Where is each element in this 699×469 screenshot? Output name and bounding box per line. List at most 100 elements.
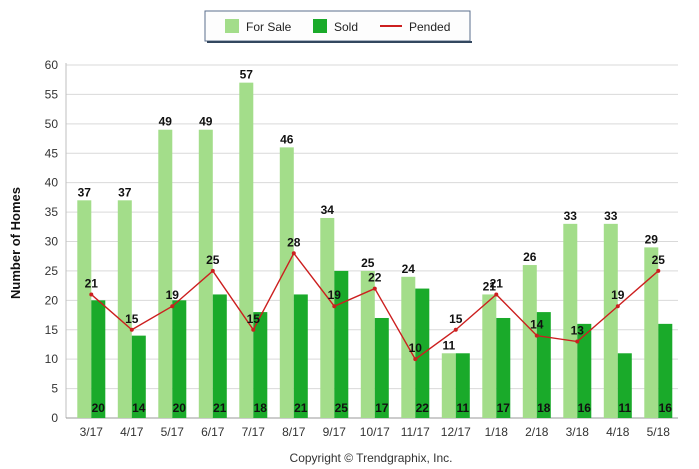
- sold-bar: [253, 312, 268, 418]
- pended-label: 21: [85, 276, 99, 290]
- pended-point: [129, 327, 134, 332]
- x-tick-label: 2/18: [525, 425, 549, 439]
- sold-bar: [293, 294, 308, 418]
- legend-label-for-sale: For Sale: [246, 20, 292, 34]
- sold-label: 20: [173, 401, 187, 415]
- sold-label: 18: [254, 401, 268, 415]
- pended-point: [534, 333, 539, 338]
- y-tick-label: 60: [45, 58, 59, 72]
- for-sale-label: 21: [483, 279, 497, 293]
- sold-bar: [577, 323, 592, 418]
- for-sale-label: 11: [442, 338, 455, 352]
- pended-label: 28: [287, 235, 301, 249]
- for-sale-label: 33: [604, 209, 618, 223]
- x-tick-label: 3/18: [566, 425, 590, 439]
- x-tick-label: 4/18: [606, 425, 630, 439]
- pended-point: [453, 327, 458, 332]
- x-tick-label: 3/17: [80, 425, 104, 439]
- for-sale-label: 37: [118, 185, 132, 199]
- for-sale-label: 25: [361, 256, 375, 270]
- pended-series: [89, 251, 661, 362]
- for-sale-label: 46: [280, 132, 294, 146]
- pended-point: [291, 251, 296, 256]
- sold-label: 21: [294, 401, 308, 415]
- sold-label: 20: [92, 401, 106, 415]
- for-sale-bar: [158, 129, 173, 418]
- y-tick-label: 35: [45, 205, 59, 219]
- y-axis-ticks: 0 5 10 15 20 25 30 35 40 45 50 55 60: [45, 58, 59, 425]
- x-tick-label: 4/17: [120, 425, 144, 439]
- y-tick-label: 10: [45, 352, 59, 366]
- pended-label: 15: [247, 312, 261, 326]
- sold-bar: [658, 323, 673, 418]
- for-sale-bar: [563, 223, 578, 418]
- sold-bar: [374, 317, 389, 418]
- y-tick-label: 30: [45, 235, 59, 249]
- sold-bar: [334, 270, 349, 418]
- y-tick-label: 45: [45, 146, 59, 160]
- pended-point: [615, 304, 620, 309]
- x-axis-ticks: 3/17 4/17 5/17 6/17 7/17 8/17 9/17 10/17 11/17 12…: [80, 425, 671, 439]
- x-tick-label: 5/18: [647, 425, 671, 439]
- sold-bar: [496, 317, 511, 418]
- y-tick-label: 40: [45, 176, 59, 190]
- for-sale-bar: [117, 200, 132, 418]
- for-sale-bar: [198, 129, 213, 418]
- legend-swatch-sold: [313, 19, 327, 33]
- sold-label: 11: [618, 401, 631, 415]
- x-tick-label: 8/17: [282, 425, 306, 439]
- x-tick-label: 1/18: [485, 425, 509, 439]
- pended-label: 25: [206, 253, 220, 267]
- for-sale-label: 26: [523, 250, 537, 264]
- pended-label: 22: [368, 271, 382, 285]
- legend-label-sold: Sold: [334, 20, 358, 34]
- sold-bar: [455, 353, 470, 418]
- bars: [77, 82, 673, 419]
- for-sale-bar: [644, 247, 659, 418]
- y-axis-label: Number of Homes: [8, 187, 23, 299]
- pended-point: [332, 304, 337, 309]
- x-tick-label: 6/17: [201, 425, 225, 439]
- copyright-text: Copyright © Trendgraphix, Inc.: [290, 451, 453, 465]
- pended-point: [372, 286, 377, 291]
- sold-bar: [131, 335, 146, 418]
- y-tick-label: 0: [51, 411, 58, 425]
- for-sale-label: 29: [645, 232, 659, 246]
- y-tick-label: 25: [45, 264, 59, 278]
- pended-label: 25: [652, 253, 666, 267]
- pended-label: 10: [409, 341, 423, 355]
- for-sale-bar: [441, 353, 456, 418]
- for-sale-bar: [603, 223, 618, 418]
- sold-bar: [536, 312, 551, 418]
- for-sale-bar: [239, 82, 254, 419]
- pended-label: 19: [166, 288, 180, 302]
- for-sale-bar: [360, 270, 375, 418]
- pended-point: [251, 327, 256, 332]
- for-sale-label: 37: [78, 185, 92, 199]
- pended-point: [210, 268, 215, 273]
- for-sale-label: 34: [321, 203, 335, 217]
- sold-label: 16: [578, 401, 592, 415]
- sold-bar: [172, 300, 187, 418]
- for-sale-label: 24: [402, 262, 416, 276]
- sold-label: 11: [456, 401, 469, 415]
- x-tick-label: 11/17: [401, 425, 430, 439]
- sold-label: 17: [497, 401, 511, 415]
- sold-label: 25: [335, 401, 349, 415]
- for-sale-bar: [482, 294, 497, 418]
- sold-bar: [212, 294, 227, 418]
- pended-point: [89, 292, 94, 297]
- pended-point: [575, 339, 580, 344]
- y-tick-label: 50: [45, 117, 59, 131]
- pended-label: 21: [490, 276, 504, 290]
- x-tick-label: 12/17: [441, 425, 471, 439]
- pended-label: 14: [530, 318, 544, 332]
- sold-label: 22: [416, 401, 430, 415]
- sold-label: 14: [132, 401, 146, 415]
- pended-label: 19: [611, 288, 625, 302]
- pended-point: [170, 304, 175, 309]
- y-tick-label: 5: [51, 382, 58, 396]
- for-sale-label: 57: [240, 68, 254, 82]
- pended-label: 15: [125, 312, 139, 326]
- y-tick-label: 55: [45, 87, 59, 101]
